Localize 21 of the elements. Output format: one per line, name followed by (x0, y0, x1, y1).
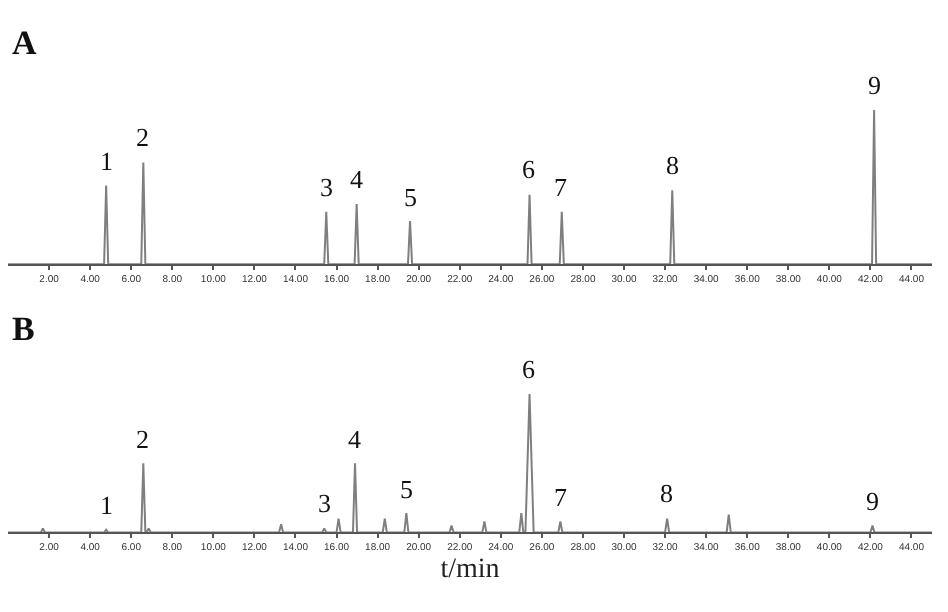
annotation: 8 (666, 150, 679, 180)
annotation: 4 (348, 424, 362, 454)
annotation: 9 (868, 70, 881, 100)
annotation: 7 (554, 172, 568, 202)
annotation: 8 (660, 478, 673, 508)
annotation: 5 (404, 182, 417, 212)
annotation: 5 (400, 474, 413, 504)
annotation: 1 (100, 146, 113, 176)
annotation: 9 (866, 486, 879, 516)
annotation: 7 (554, 482, 568, 512)
annotation: 1 (100, 490, 113, 520)
annotation: 3 (318, 488, 331, 518)
annotation: 4 (350, 164, 364, 194)
chart-title: B (12, 310, 35, 348)
x-axis-title: t/min (440, 555, 500, 586)
annotation: 6 (522, 154, 536, 184)
chart-title: A (12, 24, 38, 62)
annotation: 2 (136, 424, 149, 454)
annotation: 3 (320, 172, 333, 202)
annotation: 6 (522, 354, 536, 384)
annotation: 2 (136, 122, 149, 152)
